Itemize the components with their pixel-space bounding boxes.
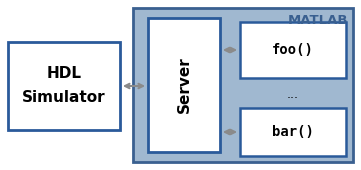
Text: foo(): foo(): [272, 43, 314, 57]
Text: bar(): bar(): [272, 125, 314, 139]
Bar: [8, 42, 120, 130]
Bar: [148, 18, 220, 152]
Text: ...: ...: [287, 89, 299, 101]
Bar: [240, 108, 346, 156]
Text: Server: Server: [177, 57, 191, 113]
Text: HDL: HDL: [47, 66, 82, 81]
Bar: [240, 22, 346, 78]
Text: Simulator: Simulator: [22, 90, 106, 106]
Text: MATLAB: MATLAB: [287, 14, 348, 27]
Bar: [133, 8, 353, 162]
